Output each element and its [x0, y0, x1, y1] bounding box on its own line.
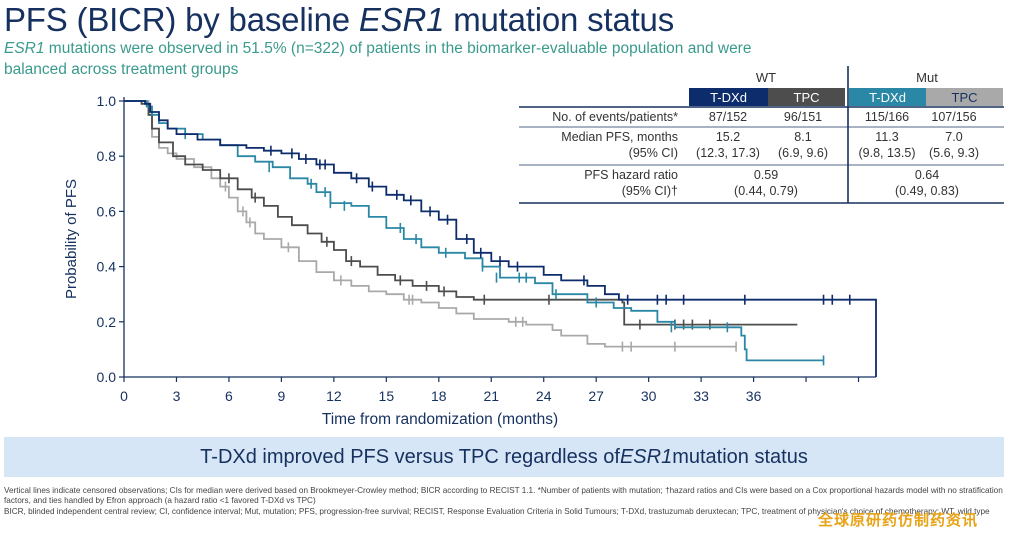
- km-curve-wt-t-dxd: [124, 100, 877, 377]
- km-curve-wt-tpc: [124, 100, 798, 326]
- header-cell: [926, 88, 1003, 106]
- y-tick-label: 0.2: [97, 314, 117, 330]
- conclusion-banner: T-DXd improved PFS versus TPC regardless…: [4, 437, 1004, 477]
- x-tick-label: 15: [379, 388, 395, 404]
- footnote-line-2: BICR, blinded independent central review…: [4, 506, 990, 516]
- header-cell: [689, 88, 768, 106]
- x-axis-title: Time from randomization (months): [322, 411, 558, 428]
- cell-value: 15.2: [716, 130, 740, 144]
- x-tick-label: 24: [536, 388, 552, 404]
- cell-ci: (6.9, 9.6): [778, 146, 828, 160]
- cell-value: 7.0: [945, 130, 962, 144]
- group-label-wt: WT: [756, 70, 776, 85]
- x-tick-label: 27: [588, 388, 604, 404]
- cell-ci: (5.6, 9.3): [929, 146, 979, 160]
- y-tick-label: 0.6: [97, 203, 117, 219]
- watermark-text: 全球原研药仿制药资讯: [818, 512, 979, 529]
- x-tick-label: 21: [483, 388, 499, 404]
- cell-ci: (0.49, 0.83): [895, 184, 959, 198]
- y-tick-label: 0.0: [97, 369, 117, 385]
- row-label: (95% CI)†: [622, 184, 678, 198]
- cell-value: 96/151: [784, 110, 822, 124]
- cell-value: 0.59: [754, 168, 778, 182]
- header-label: TPC: [794, 90, 820, 105]
- km-chart: 0.00.20.40.60.81.00 3 6 9 12 15 18 21 24 27 30 33 36…: [63, 66, 1004, 428]
- cell-value: 107/156: [931, 110, 976, 124]
- x-tick-label: 6: [225, 388, 233, 404]
- header-label: TPC: [952, 90, 978, 105]
- footnote: Vertical lines indicate censored observa…: [4, 486, 1004, 517]
- x-tick-label: 30: [641, 388, 657, 404]
- header-cell: [849, 88, 926, 106]
- header-label: T-DXd: [869, 90, 906, 105]
- x-tick-label: 12: [326, 388, 342, 404]
- page-title: PFS (BICR) by baseline ESR1 mutation sta…: [4, 1, 675, 38]
- x-tick-label: 36: [746, 388, 762, 404]
- x-tick-label: 33: [693, 388, 709, 404]
- header-cell: [768, 88, 845, 106]
- group-label-mut: Mut: [916, 70, 938, 85]
- cell-value: 115/166: [865, 110, 909, 124]
- cell-value: 8.1: [794, 130, 811, 144]
- cell-value: 87/152: [709, 110, 747, 124]
- footnote-line-1: Vertical lines indicate censored observa…: [4, 486, 1003, 506]
- row-label: PFS hazard ratio: [584, 168, 678, 182]
- y-axis-title: Probability of PFS: [63, 179, 80, 299]
- km-curve-mut-t-dxd: [124, 100, 824, 362]
- header-label: T-DXd: [710, 90, 747, 105]
- page-subtitle: ESR1 mutations were observed in 51.5% (n…: [4, 40, 752, 78]
- cell-ci: (12.3, 17.3): [696, 146, 760, 160]
- row-label: (95% CI): [629, 146, 678, 160]
- summary-table: WT Mut T-DXd TPC T-DXd TPC No. of events/patie…: [519, 66, 1004, 204]
- x-tick-label: 9: [277, 388, 285, 404]
- y-tick-label: 1.0: [97, 93, 117, 109]
- cell-ci: (0.44, 0.79): [734, 184, 798, 198]
- y-tick-label: 0.8: [97, 148, 117, 164]
- row-label: Median PFS, months: [561, 130, 678, 144]
- cell-value: 0.64: [915, 168, 939, 182]
- y-tick-label: 0.4: [97, 259, 117, 275]
- x-tick-label: 0: [120, 388, 128, 404]
- x-tick-label: 3: [173, 388, 181, 404]
- row-label: No. of events/patients*: [552, 110, 678, 124]
- cell-value: 11.3: [875, 130, 898, 144]
- cell-ci: (9.8, 13.5): [859, 146, 916, 160]
- x-tick-label: 18: [431, 388, 447, 404]
